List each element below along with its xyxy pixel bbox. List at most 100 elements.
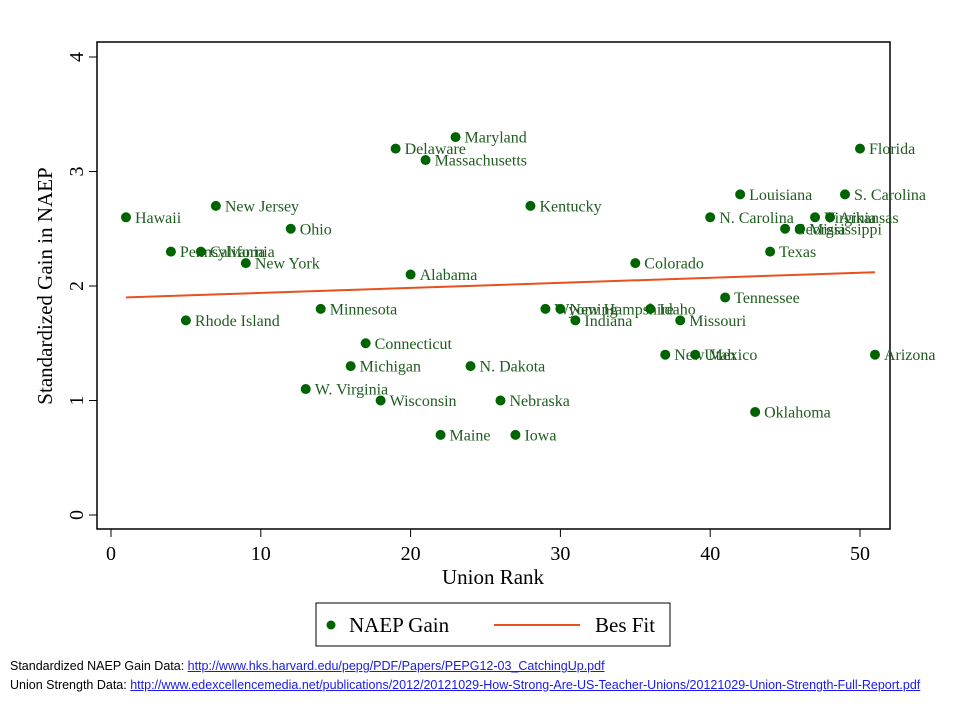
point-marker [555, 303, 566, 314]
point-marker [570, 315, 581, 326]
point-label: Hawaii [135, 210, 182, 227]
data-point-w-virginia: W. Virginia [300, 382, 388, 399]
point-label: Nebraska [509, 393, 569, 410]
point-label: Florida [869, 141, 915, 158]
data-point-arkansas: Arkansas [825, 210, 899, 227]
point-marker [420, 155, 431, 166]
point-marker [720, 292, 731, 303]
point-marker [525, 200, 536, 211]
point-marker [300, 384, 311, 395]
point-label: Alabama [420, 267, 478, 284]
point-label: Maryland [465, 130, 527, 147]
point-label: Colorado [644, 256, 704, 273]
data-point-rhode-island: Rhode Island [180, 313, 280, 330]
point-marker [840, 189, 851, 200]
data-point-wyoming: Wyoming [540, 301, 617, 318]
fit-line-layer [125, 271, 876, 299]
data-point-nebraska: Nebraska [495, 393, 570, 410]
y-tick-label: 3 [66, 167, 88, 177]
data-point-mississippi: Mississippi [795, 221, 883, 238]
data-point-kentucky: Kentucky [525, 198, 602, 215]
point-marker [120, 212, 131, 223]
legend-label-naep-gain: NAEP Gain [349, 613, 450, 637]
point-label: N. Carolina [719, 210, 794, 227]
point-label: Michigan [360, 359, 421, 376]
point-marker [690, 349, 701, 360]
data-point-minnesota: Minnesota [315, 301, 397, 318]
point-marker [705, 212, 716, 223]
y-axis-title: Standardized Gain in NAEP [33, 167, 57, 404]
point-label: W. Virginia [315, 382, 388, 399]
point-marker [495, 395, 506, 406]
data-point-wisconsin: Wisconsin [375, 393, 457, 410]
legend-box [315, 602, 671, 647]
point-label: Louisiana [749, 187, 812, 204]
scatter-chart: 0 1 2 3 4 0 10 20 30 40 50 Standardized Gain in N… [33, 41, 936, 647]
data-point-maryland: Maryland [450, 130, 527, 147]
point-marker [315, 303, 326, 314]
point-label: Tennessee [734, 290, 800, 307]
data-point-arizona: Arizona [869, 347, 936, 364]
point-marker [630, 258, 641, 269]
y-tick-label: 4 [66, 52, 88, 62]
point-marker [735, 189, 746, 200]
point-label: California [210, 244, 275, 261]
point-marker [675, 315, 686, 326]
data-point-maine: Maine [435, 427, 491, 444]
point-label: Arizona [884, 347, 936, 364]
point-marker [765, 246, 776, 257]
point-label: Delaware [405, 141, 466, 158]
x-axis-title: Union Rank [442, 565, 545, 589]
point-label: Maine [450, 427, 491, 444]
point-marker [465, 361, 476, 372]
best-fit-line [125, 271, 876, 299]
point-marker [285, 223, 296, 234]
data-point-new-jersey: New Jersey [210, 198, 299, 215]
point-label: Rhode Island [195, 313, 280, 330]
data-point-hawaii: Hawaii [120, 210, 182, 227]
point-marker [750, 406, 761, 417]
point-marker [165, 246, 176, 257]
data-point-utah: Utah [690, 347, 735, 364]
data-point-virginia: Virginia [810, 210, 876, 227]
point-marker [195, 246, 206, 257]
point-label: New York [255, 256, 320, 273]
data-point-louisiana: Louisiana [735, 187, 812, 204]
point-marker [450, 132, 461, 143]
point-marker [405, 269, 416, 280]
point-label: New Jersey [225, 198, 299, 215]
data-point-indiana: Indiana [570, 313, 632, 330]
data-sources: Standardized NAEP Gain Data: http://www.… [10, 657, 950, 695]
point-label: Wyoming [554, 301, 617, 318]
point-label: N. Dakota [480, 359, 546, 376]
point-label: Mississippi [809, 221, 882, 238]
legend-label-best-fit: Bes Fit [595, 613, 655, 637]
point-marker [540, 303, 551, 314]
point-marker [869, 349, 880, 360]
point-marker [180, 315, 191, 326]
point-marker [780, 223, 791, 234]
y-tick-label: 1 [66, 396, 88, 406]
point-label: Iowa [524, 427, 556, 444]
point-marker [645, 303, 656, 314]
source-union-label: Union Strength Data: [10, 678, 131, 692]
point-label: Arkansas [839, 210, 899, 227]
point-marker [510, 429, 521, 440]
point-marker [375, 395, 386, 406]
data-point-tennessee: Tennessee [720, 290, 800, 307]
point-marker [660, 349, 671, 360]
data-point-n-carolina: N. Carolina [705, 210, 794, 227]
point-label: S. Carolina [854, 187, 926, 204]
y-tick-label: 0 [66, 510, 88, 520]
source-union-link[interactable]: http://www.edexcellencemedia.net/publica… [130, 678, 921, 692]
source-naep-link[interactable]: http://www.hks.harvard.edu/pepg/PDF/Pape… [187, 659, 605, 673]
x-tick-label: 20 [401, 543, 421, 565]
point-marker [435, 429, 446, 440]
point-label: Massachusetts [435, 153, 527, 170]
data-point-massachusetts: Massachusetts [420, 153, 527, 170]
data-point-texas: Texas [765, 244, 816, 261]
point-marker [390, 143, 401, 154]
data-point-oklahoma: Oklahoma [750, 404, 831, 421]
data-point-ohio: Ohio [285, 221, 332, 238]
